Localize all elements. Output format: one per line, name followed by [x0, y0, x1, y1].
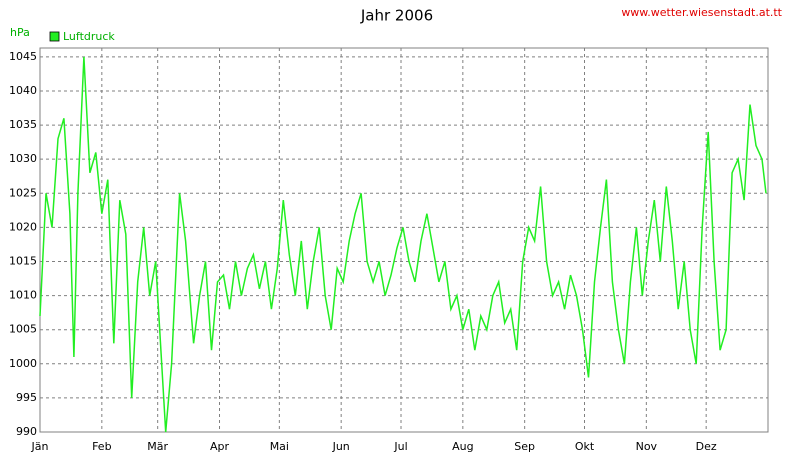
x-tick-label: Nov	[636, 440, 658, 453]
x-tick-label: Mär	[147, 440, 168, 453]
x-tick-label: Jul	[393, 440, 407, 453]
x-tick-label: Feb	[92, 440, 111, 453]
y-tick-label: 1005	[9, 323, 37, 336]
x-tick-label: Apr	[210, 440, 230, 453]
data-line	[39, 56, 767, 433]
legend-swatch	[49, 31, 60, 42]
y-tick-label: 1025	[9, 186, 37, 199]
y-tick-label: 1015	[9, 254, 37, 267]
y-tick-label: 1000	[9, 357, 37, 370]
legend-label: Luftdruck	[63, 30, 115, 43]
x-tick-label: Okt	[575, 440, 595, 453]
y-tick-label: 990	[16, 425, 37, 438]
y-tick-label: 1040	[9, 84, 37, 97]
y-tick-label: 1035	[9, 118, 37, 131]
x-tick-label: Jun	[332, 440, 350, 453]
source-url: www.wetter.wiesenstadt.at.tt	[621, 6, 782, 19]
x-tick-label: Aug	[452, 440, 473, 453]
x-tick-label: Jän	[31, 440, 49, 453]
y-tick-label: 1030	[9, 152, 37, 165]
x-tick-label: Mai	[270, 440, 289, 453]
x-tick-label: Dez	[696, 440, 717, 453]
y-tick-label: 995	[16, 391, 37, 404]
y-tick-label: 1010	[9, 289, 37, 302]
chart-title: Jahr 2006	[360, 7, 433, 25]
y-axis-label: hPa	[10, 26, 30, 39]
y-tick-label: 1045	[9, 50, 37, 63]
y-tick-label: 1020	[9, 220, 37, 233]
x-tick-label: Sep	[514, 440, 535, 453]
